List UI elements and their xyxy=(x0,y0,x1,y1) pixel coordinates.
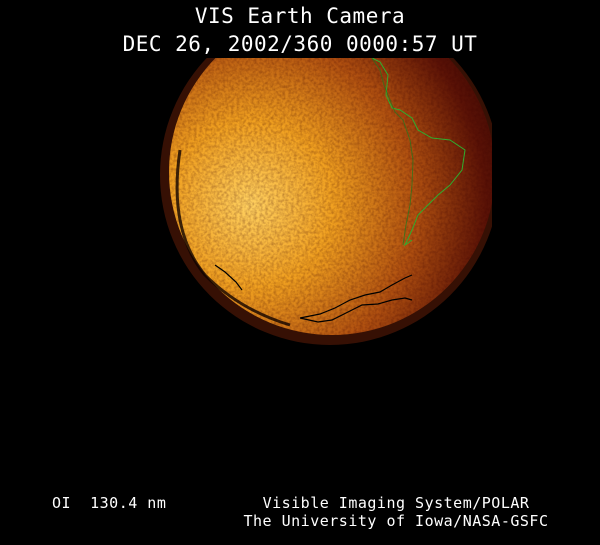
credit-line-1: Visible Imaging System/POLAR xyxy=(262,494,530,512)
coastline-south-america xyxy=(371,58,466,247)
limb-shadow-arc xyxy=(175,149,291,327)
coastline-south-america-west xyxy=(371,58,414,246)
wavelength-label: OI 130.4 nm xyxy=(52,494,167,512)
coastline-antarctica xyxy=(214,264,413,323)
earth-disk-texture xyxy=(169,58,492,335)
image-timestamp: DEC 26, 2002/360 0000:57 UT xyxy=(122,32,478,56)
image-title: VIS Earth Camera xyxy=(194,4,406,28)
credit-line-2: The University of Iowa/NASA-GSFC xyxy=(243,512,549,530)
